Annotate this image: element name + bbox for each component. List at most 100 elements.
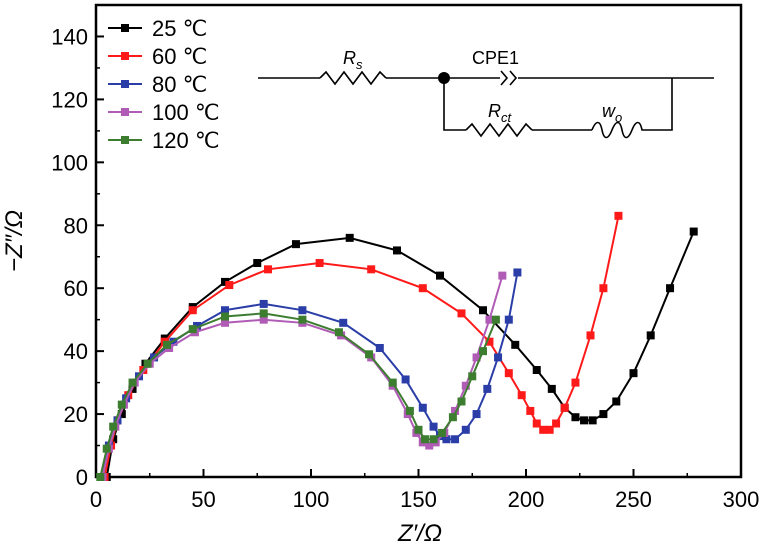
data-point [448, 413, 457, 422]
x-tick-label: 250 [615, 487, 652, 512]
y-tick-label: 140 [51, 24, 88, 49]
data-point [442, 435, 451, 444]
data-point [259, 315, 268, 324]
data-point [547, 384, 556, 393]
data-point [375, 343, 384, 352]
data-point [472, 353, 481, 362]
data-point [418, 284, 427, 293]
data-point [545, 425, 554, 434]
data-point [418, 403, 427, 412]
data-point [457, 309, 466, 318]
data-point [504, 369, 513, 378]
data-point [298, 315, 307, 324]
circuit-gap-cpe [500, 68, 518, 88]
data-point [339, 318, 348, 327]
data-point [109, 422, 118, 431]
data-point [221, 312, 229, 321]
data-point [586, 331, 595, 340]
data-point [117, 410, 126, 419]
data-point [367, 265, 376, 274]
rs-label: Rs [343, 48, 363, 72]
legend-marker [121, 108, 129, 116]
y-tick-label: 100 [51, 150, 88, 175]
data-point [188, 325, 197, 334]
data-point [517, 391, 526, 400]
legend-marker [121, 136, 129, 144]
legend: 25 ℃ 60 ℃ 80 ℃ 100 ℃ 120 ℃ [108, 16, 220, 153]
data-point [472, 410, 481, 419]
data-point [532, 366, 541, 375]
data-point [479, 347, 487, 356]
data-point [438, 428, 447, 437]
data-point [485, 315, 494, 324]
data-point [552, 419, 561, 428]
data-point [429, 435, 438, 444]
data-point [253, 259, 262, 268]
data-point [365, 350, 374, 359]
data-point [560, 403, 569, 412]
data-point [298, 306, 307, 315]
data-point [468, 372, 477, 381]
data-point [666, 284, 675, 293]
series-line [99, 312, 497, 478]
x-tick-label: 100 [293, 487, 330, 512]
legend-marker [121, 24, 129, 32]
data-point [599, 410, 608, 419]
legend-marker [121, 80, 129, 88]
data-point [117, 400, 126, 409]
resistor-rct [465, 122, 533, 138]
data-point [429, 422, 438, 431]
data-point [451, 435, 460, 444]
data-point [221, 277, 229, 286]
cpe1-label: CPE1 [472, 48, 519, 68]
data-point [401, 375, 410, 384]
x-tick-label: 0 [90, 487, 102, 512]
data-point [128, 378, 137, 387]
data-point [614, 211, 623, 220]
data-point [425, 441, 434, 450]
y-tick-label: 20 [64, 402, 88, 427]
y-tick-label: 0 [76, 465, 88, 490]
rct-label: Rct [488, 101, 513, 125]
y-axis-title: −Z″/Ω [1, 210, 28, 272]
data-point [221, 318, 229, 327]
y-tick-label: 80 [64, 213, 88, 238]
y-axis: 0 20 40 60 80 100 120 140 [51, 24, 104, 490]
data-point [457, 397, 466, 406]
series-line [105, 231, 695, 478]
legend-label: 120 ℃ [152, 128, 220, 153]
legend-marker [121, 52, 129, 60]
x-tick-label: 50 [191, 487, 215, 512]
data-point [225, 281, 234, 290]
wo-label: wo [602, 101, 622, 125]
circuit-wire-lower [443, 78, 673, 131]
x-tick-label: 150 [400, 487, 437, 512]
data-point [539, 425, 548, 434]
data-point [599, 284, 608, 293]
data-point [571, 378, 580, 387]
data-point [485, 337, 494, 346]
data-point [461, 381, 470, 390]
data-point [315, 259, 324, 268]
x-tick-label: 200 [508, 487, 545, 512]
data-point [580, 416, 589, 425]
series-5 [96, 309, 500, 481]
data-point [451, 406, 460, 415]
data-point [532, 419, 541, 428]
legend-label: 80 ℃ [152, 72, 207, 97]
cpe-element [500, 70, 518, 86]
data-point [414, 425, 423, 434]
data-point [393, 246, 401, 255]
data-point [461, 425, 470, 434]
data-point [513, 268, 522, 277]
data-point [420, 435, 429, 444]
data-point [498, 271, 507, 280]
data-point [291, 240, 300, 249]
equivalent-circuit-diagram: Rs CPE1 Rct wo [258, 48, 714, 139]
series-2 [100, 211, 623, 481]
series-line [101, 272, 519, 478]
y-tick-label: 120 [51, 87, 88, 112]
data-point [162, 340, 171, 349]
circuit-gap-wo [592, 122, 650, 138]
